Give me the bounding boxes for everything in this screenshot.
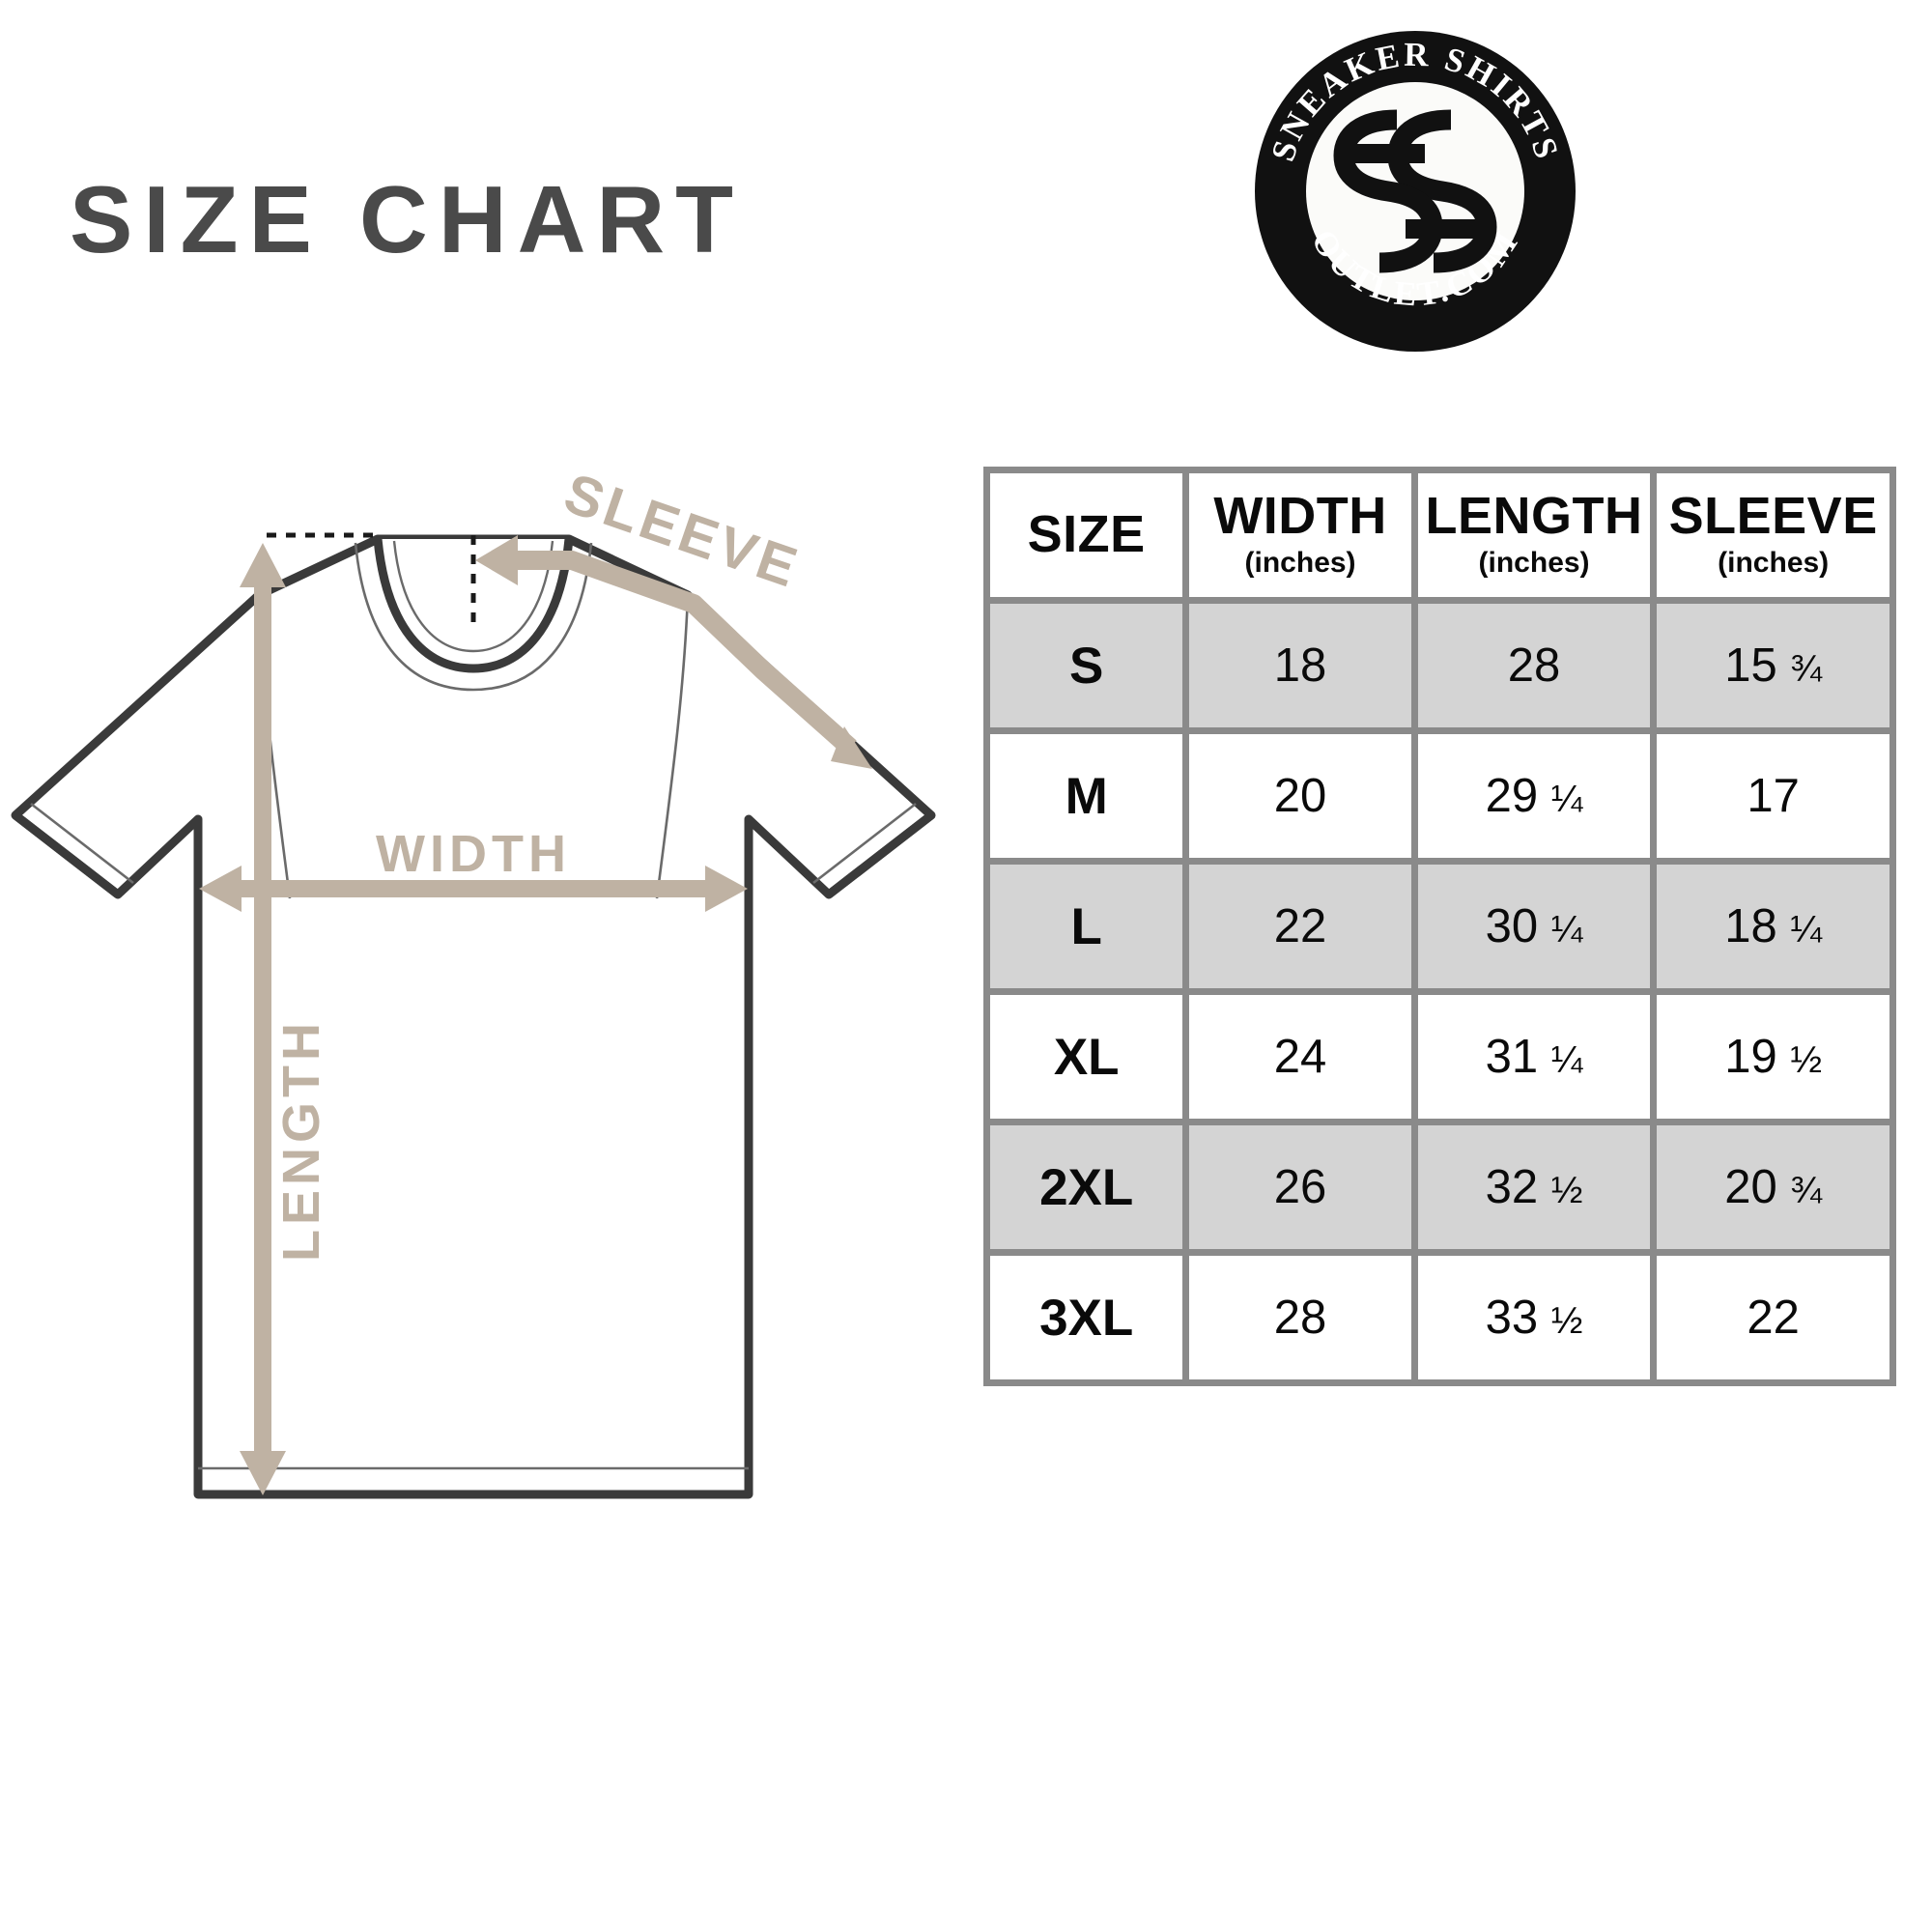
cell-sleeve: 18 ¼ xyxy=(1650,858,1896,995)
table-row: XL 24 31 ¼ 19 ½ xyxy=(982,988,1896,1125)
cell-width: 22 xyxy=(1182,858,1418,995)
size-table: SIZE WIDTH (inches) LENGTH (inches) SLEE… xyxy=(982,467,1896,1386)
col-header-width-unit: (inches) xyxy=(1244,546,1356,579)
cell-length: 33 ½ xyxy=(1410,1249,1658,1386)
cell-size: L xyxy=(982,858,1190,995)
cell-size: S xyxy=(982,597,1190,734)
sleeve-measure-arrow xyxy=(475,535,872,769)
cell-width: 20 xyxy=(1182,727,1418,865)
size-table-container: SIZE WIDTH (inches) LENGTH (inches) SLEE… xyxy=(982,467,1896,1386)
cell-width: 18 xyxy=(1182,597,1418,734)
size-table-body: S 18 28 15 ¾ M 20 29 ¼ 17 L 22 30 ¼ 18 ¼ XL 24 31 ¼ 19 … xyxy=(982,597,1896,1386)
col-header-size: SIZE xyxy=(982,467,1190,604)
cell-size: 3XL xyxy=(982,1249,1190,1386)
table-row: M 20 29 ¼ 17 xyxy=(982,727,1896,865)
col-header-length-unit: (inches) xyxy=(1478,546,1590,579)
col-header-sleeve-label: SLEEVE xyxy=(1668,486,1878,545)
length-measure-arrow xyxy=(240,543,286,1495)
brand-logo[interactable]: SNEAKER SHIRTS OUTLET.COM xyxy=(1251,27,1579,355)
width-measure-arrow xyxy=(199,866,748,912)
col-header-length-label: LENGTH xyxy=(1425,486,1643,545)
cell-sleeve: 20 ¾ xyxy=(1650,1119,1896,1256)
col-header-sleeve-unit: (inches) xyxy=(1718,546,1830,579)
cell-length: 28 xyxy=(1410,597,1658,734)
table-row: L 22 30 ¼ 18 ¼ xyxy=(982,858,1896,995)
length-label: LENGTH xyxy=(272,1018,330,1262)
page-title: SIZE CHART xyxy=(70,166,744,272)
cell-width: 24 xyxy=(1182,988,1418,1125)
cell-size: M xyxy=(982,727,1190,865)
cell-size: XL xyxy=(982,988,1190,1125)
col-header-size-label: SIZE xyxy=(1027,505,1146,564)
tshirt-outline-icon xyxy=(11,534,936,1499)
logo-monogram-ss xyxy=(1333,109,1497,273)
cell-sleeve: 15 ¾ xyxy=(1650,597,1896,734)
col-header-length: LENGTH (inches) xyxy=(1410,467,1658,604)
table-header-row: SIZE WIDTH (inches) LENGTH (inches) SLEE… xyxy=(982,467,1896,604)
table-row: S 18 28 15 ¾ xyxy=(982,597,1896,734)
tshirt-measurement-diagram: SLEEVE WIDTH LENGTH xyxy=(0,406,966,1594)
cell-sleeve: 22 xyxy=(1650,1249,1896,1386)
cell-width: 26 xyxy=(1182,1119,1418,1256)
cell-length: 32 ½ xyxy=(1410,1119,1658,1256)
cell-width: 28 xyxy=(1182,1249,1418,1386)
col-header-width-label: WIDTH xyxy=(1213,486,1387,545)
size-table-head: SIZE WIDTH (inches) LENGTH (inches) SLEE… xyxy=(982,467,1896,604)
table-row: 2XL 26 32 ½ 20 ¾ xyxy=(982,1119,1896,1256)
col-header-sleeve: SLEEVE (inches) xyxy=(1650,467,1896,604)
col-header-width: WIDTH (inches) xyxy=(1182,467,1418,604)
width-label: WIDTH xyxy=(376,825,571,883)
table-row: 3XL 28 33 ½ 22 xyxy=(982,1249,1896,1386)
measurement-guide-lines xyxy=(267,532,476,624)
cell-length: 29 ¼ xyxy=(1410,727,1658,865)
cell-size: 2XL xyxy=(982,1119,1190,1256)
cell-length: 30 ¼ xyxy=(1410,858,1658,995)
cell-sleeve: 17 xyxy=(1650,727,1896,865)
cell-sleeve: 19 ½ xyxy=(1650,988,1896,1125)
cell-length: 31 ¼ xyxy=(1410,988,1658,1125)
